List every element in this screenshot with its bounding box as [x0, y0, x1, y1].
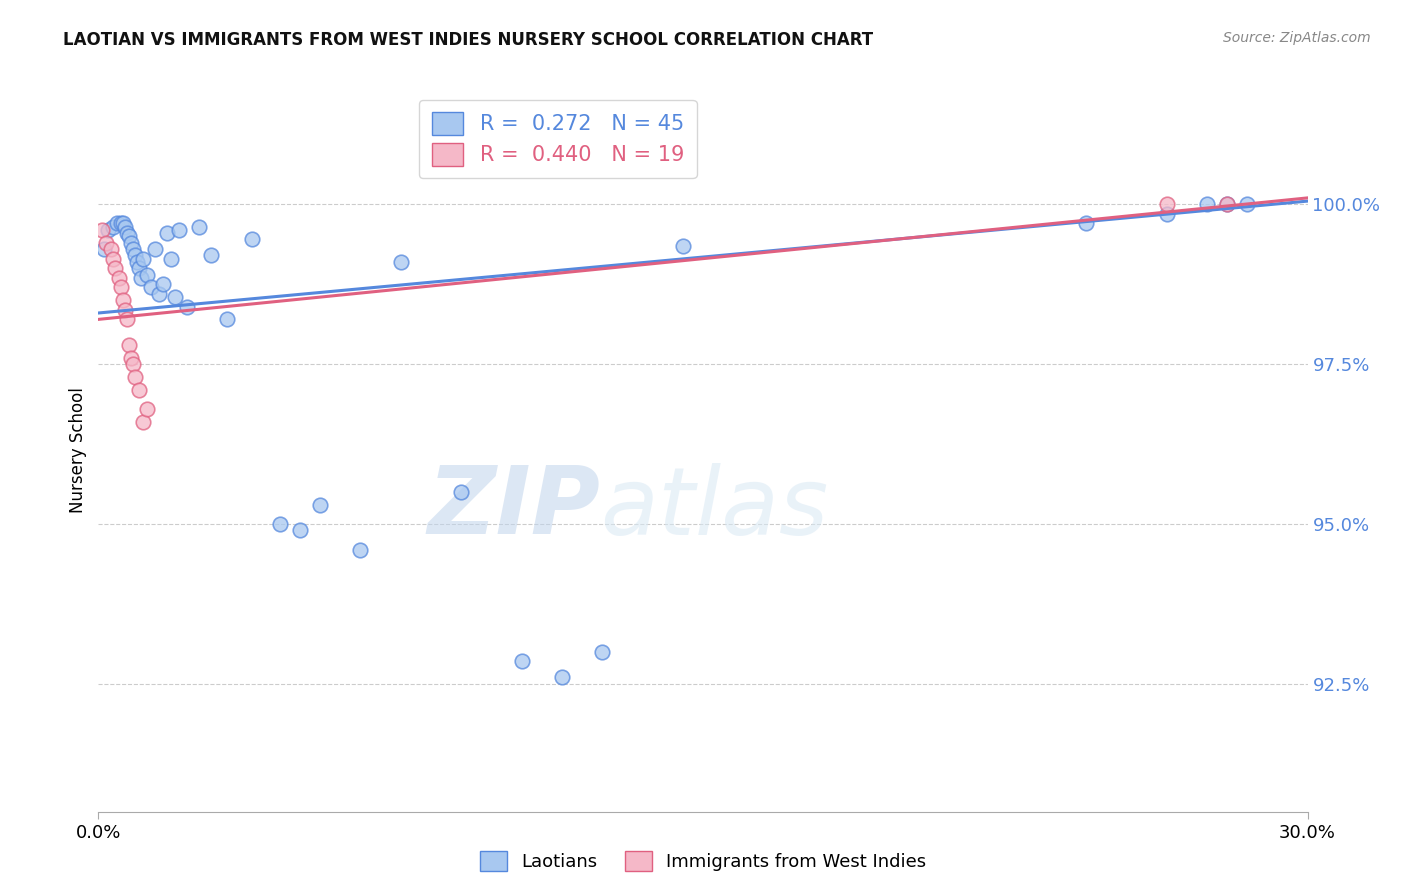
Point [672, 239, 695, 253]
Point [135, 268, 157, 282]
Point [148, 286, 170, 301]
Point [114, 219, 136, 234]
Point [200, 248, 222, 262]
Point [111, 293, 134, 308]
Point [188, 219, 211, 234]
Point [132, 415, 155, 429]
Point [121, 242, 143, 256]
Legend: R =  0.272   N = 45, R =  0.440   N = 19: R = 0.272 N = 45, R = 0.440 N = 19 [419, 100, 696, 178]
Point [129, 270, 152, 285]
Point [1216, 197, 1239, 211]
Point [103, 261, 125, 276]
Point [1216, 197, 1239, 211]
Point [551, 670, 574, 684]
Point [143, 242, 166, 256]
Point [163, 290, 186, 304]
Point [125, 255, 148, 269]
Legend: Laotians, Immigrants from West Indies: Laotians, Immigrants from West Indies [472, 844, 934, 879]
Point [450, 485, 472, 500]
Point [349, 542, 371, 557]
Point [240, 232, 263, 246]
Point [96, 235, 118, 250]
Point [97, 223, 120, 237]
Point [135, 401, 157, 416]
Point [120, 235, 142, 250]
Point [114, 302, 136, 317]
Point [510, 655, 533, 669]
Point [115, 226, 138, 240]
Point [156, 226, 179, 240]
Point [1236, 197, 1258, 211]
Point [160, 252, 183, 266]
Point [93, 242, 115, 256]
Point [110, 280, 132, 294]
Text: atlas: atlas [600, 463, 828, 554]
Point [1156, 207, 1178, 221]
Point [91, 223, 114, 237]
Point [107, 270, 129, 285]
Point [120, 351, 142, 365]
Point [309, 498, 332, 512]
Point [101, 252, 124, 266]
Point [139, 280, 162, 294]
Text: LAOTIAN VS IMMIGRANTS FROM WEST INDIES NURSERY SCHOOL CORRELATION CHART: LAOTIAN VS IMMIGRANTS FROM WEST INDIES N… [63, 31, 873, 49]
Point [100, 242, 122, 256]
Point [152, 277, 174, 292]
Text: ZIP: ZIP [427, 462, 600, 554]
Point [111, 217, 134, 231]
Point [167, 223, 190, 237]
Point [269, 516, 291, 531]
Point [288, 524, 311, 538]
Point [101, 219, 124, 234]
Point [128, 261, 150, 276]
Point [1195, 197, 1218, 211]
Y-axis label: Nursery School: Nursery School [69, 387, 87, 514]
Point [132, 252, 155, 266]
Point [124, 370, 146, 384]
Point [118, 229, 141, 244]
Point [115, 312, 138, 326]
Point [105, 217, 128, 231]
Point [217, 312, 239, 326]
Point [128, 383, 150, 397]
Point [118, 338, 141, 352]
Point [121, 357, 143, 371]
Text: Source: ZipAtlas.com: Source: ZipAtlas.com [1223, 31, 1371, 45]
Point [1074, 217, 1097, 231]
Point [176, 300, 198, 314]
Point [591, 645, 613, 659]
Point [1156, 197, 1178, 211]
Point [389, 255, 412, 269]
Point [124, 248, 146, 262]
Point [110, 217, 132, 231]
